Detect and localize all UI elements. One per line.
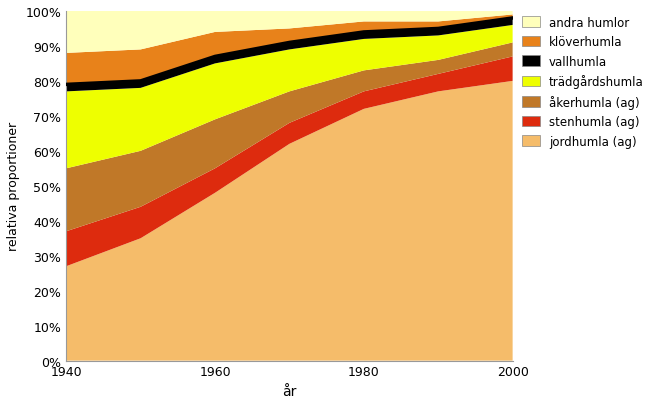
X-axis label: år: år <box>282 384 297 398</box>
Y-axis label: relativa proportioner: relativa proportioner <box>7 122 20 251</box>
Legend: andra humlor, klöverhumla, vallhumla, trädgårdshumla, åkerhumla (ag), stenhumla : andra humlor, klöverhumla, vallhumla, tr… <box>517 12 648 153</box>
